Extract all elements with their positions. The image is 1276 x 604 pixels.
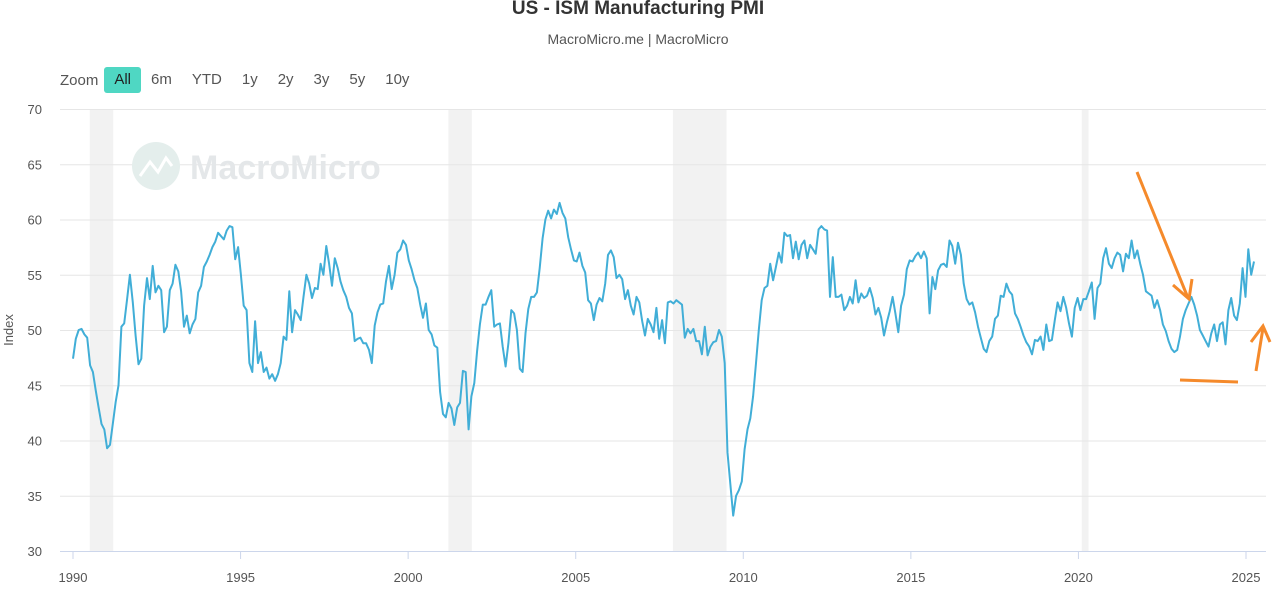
y-tick-label: 35 — [28, 489, 42, 504]
x-tick-label: 2000 — [394, 570, 423, 585]
annotation-arrow-up — [1254, 327, 1265, 372]
y-axis-ticks: 30 35 40 45 50 55 60 65 70 — [28, 102, 42, 559]
x-tick-label: 1990 — [59, 570, 88, 585]
watermark-logo-mark-icon — [138, 155, 174, 177]
zoom-button-10y[interactable]: 10y — [385, 71, 410, 88]
y-axis-label: Index — [1, 314, 16, 346]
watermark-logo-icon — [132, 142, 180, 190]
zoom-label: Zoom — [60, 71, 99, 89]
zoom-button-all[interactable]: All — [104, 67, 142, 93]
zoom-selector: Zoom All 6m YTD 1y 2y 3y 5y 10y — [60, 66, 419, 94]
y-tick-label: 70 — [28, 102, 42, 117]
zoom-button-1y[interactable]: 1y — [241, 71, 258, 88]
y-tick-label: 55 — [28, 268, 42, 283]
y-tick-label: 40 — [28, 434, 42, 449]
y-tick-label: 50 — [28, 323, 42, 338]
x-tick-label: 2020 — [1064, 570, 1093, 585]
chart-subtitle: MacroMicro.me | MacroMicro — [547, 31, 729, 47]
x-tick-label: 2015 — [896, 570, 925, 585]
annotations — [1135, 171, 1272, 384]
annotation-arrow-down — [1135, 171, 1190, 299]
y-tick-label: 45 — [28, 378, 42, 393]
zoom-button-ytd[interactable]: YTD — [191, 71, 222, 88]
watermark-text: MacroMicro — [190, 149, 381, 187]
y-tick-label: 30 — [28, 544, 42, 559]
y-tick-label: 65 — [28, 157, 42, 172]
x-axis-ticks: 1990 1995 2000 2005 2010 2015 2020 2025 — [59, 551, 1261, 585]
x-tick-label: 2005 — [561, 570, 590, 585]
watermark: MacroMicro — [132, 142, 381, 190]
annotation-arrow-up-head — [1249, 323, 1272, 343]
x-tick-label: 2025 — [1232, 570, 1261, 585]
series-line-pmi — [72, 201, 1255, 517]
grid-lines — [60, 109, 1266, 497]
annotation-arrow-down-head — [1172, 278, 1194, 302]
x-tick-label: 2010 — [729, 570, 758, 585]
zoom-button-3y[interactable]: 3y — [313, 71, 330, 88]
x-tick-label: 1995 — [226, 570, 255, 585]
zoom-button-6m[interactable]: 6m — [151, 71, 172, 88]
y-tick-label: 60 — [28, 213, 42, 228]
chart-title: US - ISM Manufacturing PMI — [511, 0, 765, 19]
zoom-button-2y[interactable]: 2y — [277, 71, 294, 88]
zoom-button-5y[interactable]: 5y — [349, 71, 366, 88]
annotation-flat-line — [1179, 378, 1239, 384]
